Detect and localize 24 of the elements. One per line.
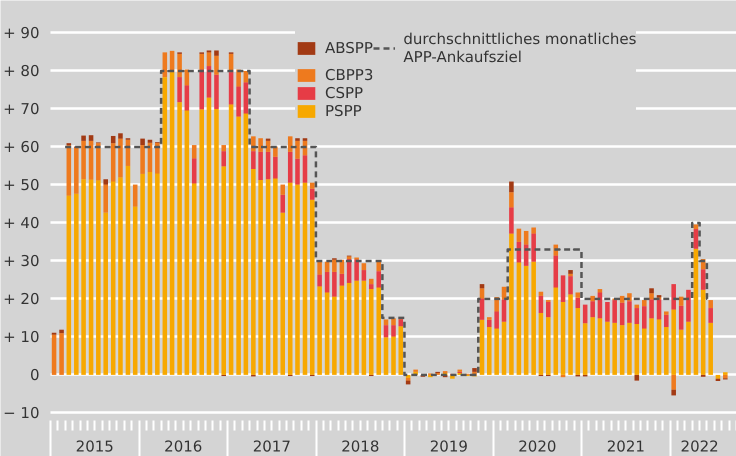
y-tick-label: − 10	[3, 404, 40, 422]
legend-label: PSPP	[325, 102, 362, 120]
x-tick-label: 2015	[76, 438, 114, 456]
y-tick-label: + 50	[3, 176, 40, 194]
y-tick-label: + 60	[3, 138, 40, 156]
y-tick-label: + 20	[3, 290, 40, 308]
legend-label: durchschnittliches monatliches APP-Ankaufsziel	[403, 30, 636, 66]
y-tick-label: + 40	[3, 214, 40, 232]
y-tick-label: + 70	[3, 100, 40, 118]
x-tick-label: 2020	[518, 438, 556, 456]
x-tick-label: 2019	[430, 438, 468, 456]
y-tick-label: + 80	[3, 62, 40, 80]
x-tick-label: 2017	[252, 438, 291, 456]
legend-label: CBPP3	[325, 66, 374, 84]
x-tick-label: 2018	[341, 438, 380, 456]
x-tick-label: 2021	[606, 438, 645, 456]
y-tick-label: + 30	[3, 252, 40, 270]
y-tick-label: 0	[30, 366, 40, 384]
x-tick-label: 2022	[680, 438, 719, 456]
legend-label: ABSPP	[325, 39, 373, 57]
legend-label: CSPP	[325, 84, 364, 102]
y-tick-label: + 90	[3, 24, 40, 42]
x-tick-label: 2016	[164, 438, 202, 456]
y-tick-label: + 10	[3, 328, 40, 346]
